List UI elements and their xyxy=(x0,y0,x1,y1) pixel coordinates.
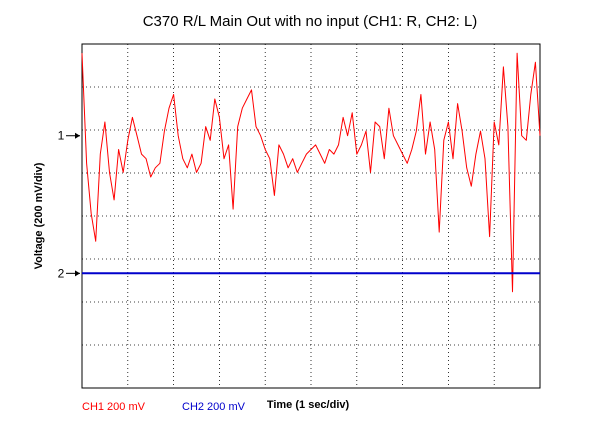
y-axis-label: Voltage (200 mV/div) xyxy=(33,162,45,269)
series-layer xyxy=(81,52,541,293)
channel-marker-label-1: 1 xyxy=(58,129,65,143)
channel-marker-arrowhead-1 xyxy=(75,132,80,139)
x-axis-label: Time (1 sec/div) xyxy=(267,399,350,411)
marker-layer: 12 xyxy=(58,129,80,280)
channel-marker-label-2: 2 xyxy=(58,266,65,280)
channel-marker-arrowhead-2 xyxy=(75,270,80,277)
plot-frame xyxy=(81,43,541,389)
legend-ch1: CH1 200 mV xyxy=(82,401,146,413)
series-line-ch1 xyxy=(81,52,541,293)
chart-title: C370 R/L Main Out with no input (CH1: R,… xyxy=(143,13,478,30)
grid xyxy=(82,44,540,388)
legend-ch2: CH2 200 mV xyxy=(182,401,246,413)
